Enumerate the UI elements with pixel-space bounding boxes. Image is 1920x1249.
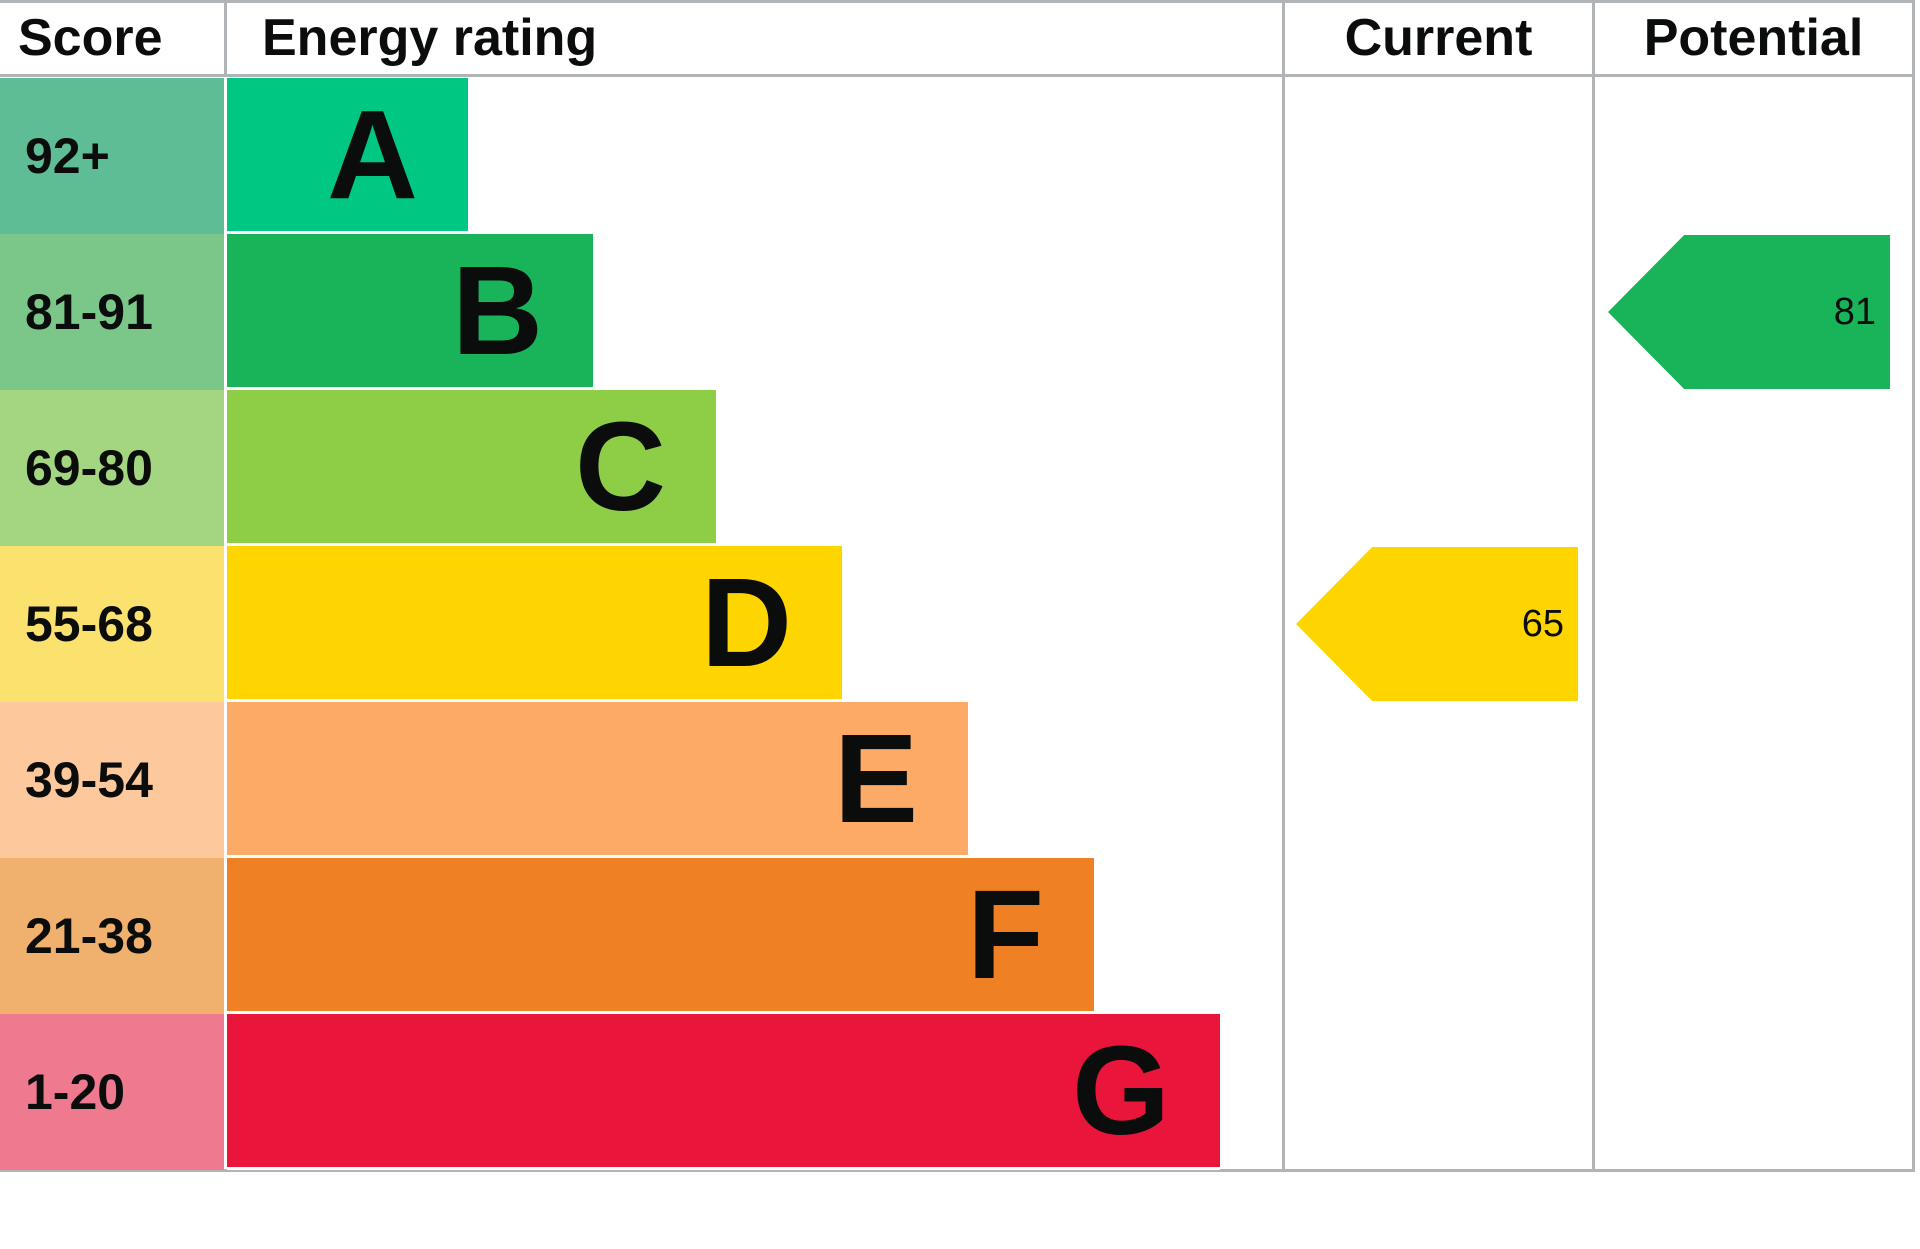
band-row-e: 39-54 E — [0, 702, 1915, 858]
table-top-border — [0, 0, 1915, 3]
band-letter: G — [1071, 1019, 1170, 1161]
band-score-range: 81-91 — [0, 234, 224, 390]
band-letter: D — [701, 551, 792, 693]
band-bar-a: A — [227, 78, 468, 234]
table-right-border — [1912, 0, 1915, 1172]
energy-rating-header: Energy rating — [262, 9, 598, 67]
table-bottom-border — [0, 1169, 1915, 1172]
current-rating-value: 65 — [1521, 603, 1564, 645]
band-score-range: 92+ — [0, 78, 224, 234]
band-row-c: 69-80 C — [0, 390, 1915, 546]
band-bar-e: E — [227, 702, 968, 858]
band-letter: C — [575, 395, 666, 537]
band-letter: E — [833, 707, 918, 849]
band-bar-c: C — [227, 390, 716, 546]
band-row-d: 55-68 D — [0, 546, 1915, 702]
band-score-range: 39-54 — [0, 702, 224, 858]
band-bar-b: B — [227, 234, 593, 390]
band-score-range: 21-38 — [0, 858, 224, 1014]
current-header: Current — [1344, 9, 1533, 67]
band-score-range: 55-68 — [0, 546, 224, 702]
band-bar-d: D — [227, 546, 842, 702]
bands-rows: 92+ A 81-91 B 69-80 C 55-68 D 39-54 E 21… — [0, 78, 1915, 1170]
band-letter: A — [327, 83, 418, 225]
band-letter: F — [967, 863, 1044, 1005]
score-column-divider — [224, 0, 227, 76]
potential-rating-value: 81 — [1833, 291, 1876, 333]
potential-column-divider — [1592, 0, 1595, 1172]
header-bottom-border — [0, 74, 1915, 77]
band-letter: B — [452, 239, 543, 381]
band-row-g: 1-20 G — [0, 1014, 1915, 1170]
band-row-a: 92+ A — [0, 78, 1915, 234]
band-row-b: 81-91 B — [0, 234, 1915, 390]
band-score-range: 69-80 — [0, 390, 224, 546]
current-column-divider — [1282, 0, 1285, 1172]
band-row-f: 21-38 F — [0, 858, 1915, 1014]
band-bar-f: F — [227, 858, 1094, 1014]
band-bar-g: G — [227, 1014, 1220, 1170]
potential-header: Potential — [1643, 9, 1864, 67]
score-header: Score — [18, 9, 163, 67]
band-score-range: 1-20 — [0, 1014, 224, 1170]
